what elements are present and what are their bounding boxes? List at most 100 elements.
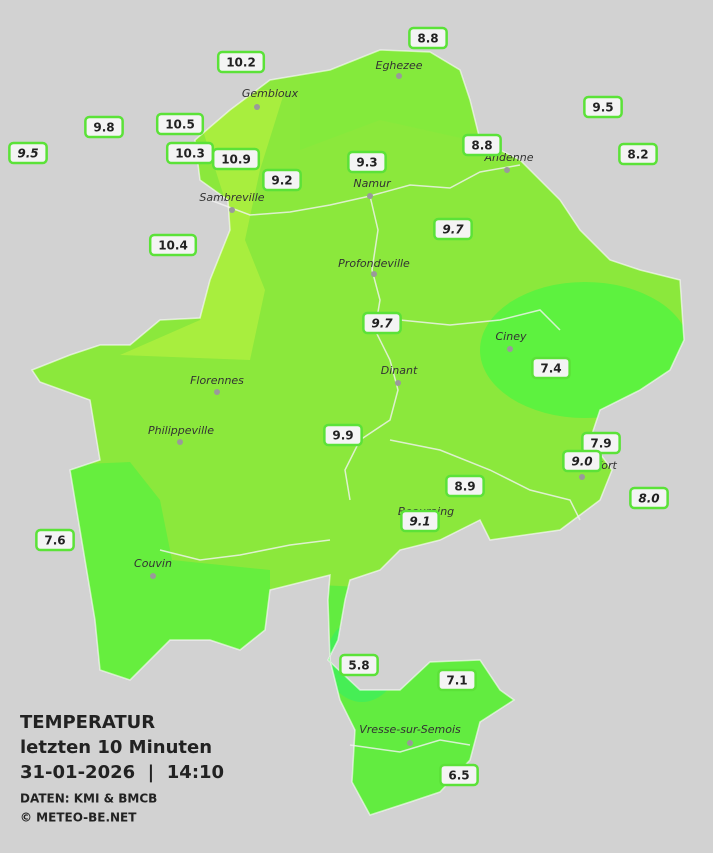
zone-south — [320, 585, 520, 815]
city-dot — [150, 573, 156, 579]
legend-source: DATEN: KMI & BMCB — [20, 792, 157, 806]
zone-east — [480, 282, 684, 418]
rivers — [159, 164, 581, 753]
station: 7.9 — [581, 431, 621, 455]
city-label: Dinant — [381, 364, 418, 377]
station: 10.5 — [155, 112, 205, 136]
station-value: 8.8 — [471, 139, 492, 153]
station-box — [433, 217, 473, 241]
station-box — [531, 356, 571, 380]
station-box — [618, 142, 658, 166]
station-layer: 10.2 8.8 9.5 9.8 10.5 10.3 10.9 9.5 9.3 8.8 8.2 9.2… — [8, 26, 669, 787]
city-label: Sambreville — [199, 191, 264, 204]
station-value: 9.5 — [17, 147, 38, 161]
station: 5.8 — [339, 653, 379, 677]
city-label: Couvin — [134, 557, 172, 570]
station-value: 9.7 — [442, 223, 464, 237]
city-dot — [396, 73, 402, 79]
city-dot — [177, 439, 183, 445]
station-box — [84, 115, 124, 139]
station: 10.9 — [211, 147, 261, 171]
station: 9.3 — [347, 150, 387, 174]
city-dot — [579, 474, 585, 480]
city-dot — [407, 740, 413, 746]
station-value: 10.2 — [226, 56, 256, 70]
station-value: 7.1 — [446, 674, 467, 688]
station-box — [155, 112, 205, 136]
station-value: 8.2 — [627, 148, 648, 162]
station: 7.1 — [437, 668, 477, 692]
station: 8.8 — [462, 133, 502, 157]
city-dot — [507, 346, 513, 352]
station-value: 9.5 — [592, 101, 613, 115]
station-value: 10.9 — [221, 153, 251, 167]
river-semois — [349, 739, 471, 753]
city-label: Philippeville — [148, 424, 214, 437]
station: 8.9 — [445, 474, 485, 498]
river-bocq — [399, 309, 561, 331]
station-value: 9.7 — [371, 317, 393, 331]
station: 9.7 — [362, 311, 402, 335]
station: 9.2 — [262, 168, 302, 192]
station-value: 10.3 — [175, 147, 205, 161]
station-value: 10.5 — [165, 118, 195, 132]
city-label: Profondeville — [338, 257, 410, 270]
station-value: 9.3 — [356, 156, 377, 170]
city-dot — [254, 104, 260, 110]
station: 10.4 — [148, 233, 198, 257]
station-box — [211, 147, 261, 171]
station-value: 9.1 — [409, 515, 430, 529]
legend-period: letzten 10 Minuten — [20, 737, 212, 758]
station-box — [400, 509, 440, 533]
city-dot — [504, 167, 510, 173]
city-dot — [395, 380, 401, 386]
station-value: 8.0 — [638, 492, 659, 506]
station: 8.0 — [629, 486, 669, 510]
city-label: Eghezee — [376, 59, 423, 72]
station: 9.7 — [433, 217, 473, 241]
station: 9.5 — [8, 141, 48, 165]
station-box — [339, 653, 379, 677]
station: 9.9 — [323, 423, 363, 447]
city-dot — [367, 193, 373, 199]
station: 7.6 — [35, 528, 75, 552]
station-value: 10.4 — [158, 239, 188, 253]
station-box — [445, 474, 485, 498]
station-box — [8, 141, 48, 165]
station-value: 9.0 — [571, 455, 592, 469]
legend: TEMPERATUR letzten 10 Minuten 31-01-2026… — [20, 712, 224, 825]
station-value: 7.6 — [44, 534, 65, 548]
station-box — [216, 50, 266, 74]
city-label: Ciney — [496, 330, 527, 343]
city-label: Gembloux — [242, 87, 299, 100]
city-label: Florennes — [190, 374, 244, 387]
station-value: 5.8 — [348, 659, 369, 673]
station: 9.8 — [84, 115, 124, 139]
river-lesse — [389, 439, 581, 521]
legend-timestamp: 31-01-2026 | 14:10 — [20, 762, 224, 783]
station-box — [408, 26, 448, 50]
station-value: 9.9 — [332, 429, 353, 443]
station-value: 7.4 — [540, 362, 561, 376]
station-box — [439, 763, 479, 787]
station-value: 9.2 — [271, 174, 292, 188]
station-box — [35, 528, 75, 552]
city-dot — [229, 207, 235, 213]
station-box — [462, 133, 502, 157]
city-layer: EghezeeGemblouxAndenneNamurSambrevillePr… — [134, 59, 617, 746]
city-dot — [214, 389, 220, 395]
station-box — [323, 423, 363, 447]
station-box — [262, 168, 302, 192]
station-value: 6.5 — [448, 769, 469, 783]
station-value: 8.9 — [454, 480, 475, 494]
station-box — [148, 233, 198, 257]
station-box — [562, 449, 602, 473]
station: 8.8 — [408, 26, 448, 50]
station-value: 9.8 — [93, 121, 114, 135]
legend-copyright: © METEO-BE.NET — [20, 811, 137, 825]
station: 6.5 — [439, 763, 479, 787]
station-box — [347, 150, 387, 174]
zone-southwest — [60, 462, 270, 700]
station: 9.5 — [583, 95, 623, 119]
